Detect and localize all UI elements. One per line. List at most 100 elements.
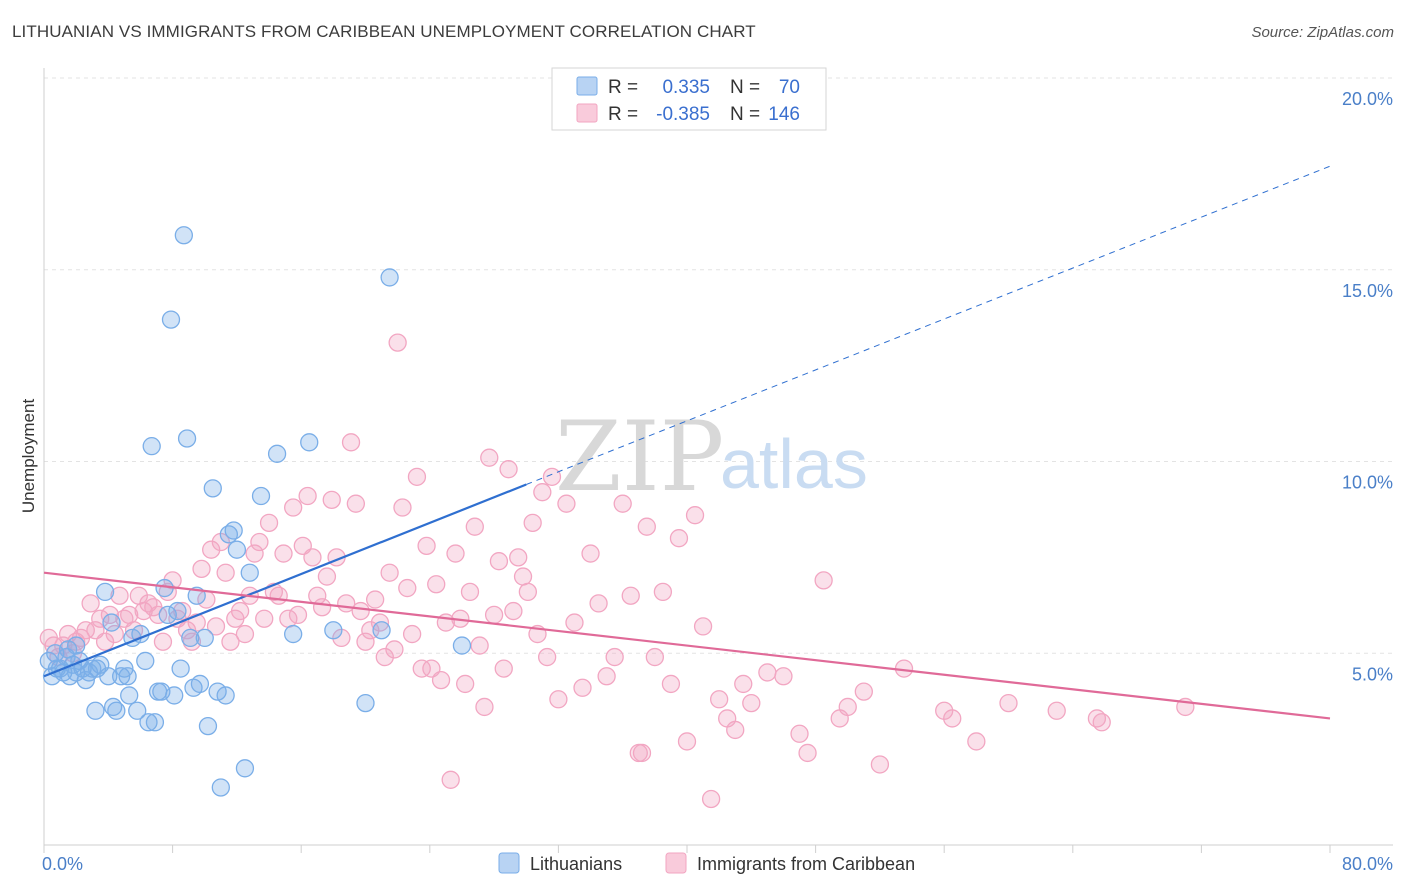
point-caribbean — [221, 632, 240, 651]
point-lithuanians — [300, 433, 319, 452]
point-caribbean — [701, 789, 721, 809]
point-caribbean — [380, 563, 399, 582]
stats-legend-swatch-lithuanians — [576, 76, 598, 96]
chart-title: LITHUANIAN VS IMMIGRANTS FROM CARIBBEAN … — [12, 22, 756, 41]
point-caribbean — [669, 529, 689, 548]
chart-source: Source: ZipAtlas.com — [1251, 24, 1394, 41]
point-caribbean — [854, 682, 873, 701]
point-lithuanians — [240, 563, 259, 582]
x-tick-label-max: 80.0% — [1342, 854, 1393, 874]
point-lithuanians — [145, 713, 165, 732]
point-lithuanians — [142, 437, 161, 456]
point-caribbean — [943, 709, 962, 728]
point-caribbean — [504, 601, 523, 621]
point-caribbean — [173, 601, 192, 621]
stats-legend-r-label-1: R = — [608, 77, 638, 98]
point-caribbean — [499, 460, 518, 479]
point-caribbean — [677, 732, 697, 751]
y-tick-label: 15.0% — [1342, 281, 1393, 301]
point-lithuanians — [86, 701, 105, 720]
point-lithuanians — [102, 613, 121, 632]
point-caribbean — [597, 667, 616, 686]
bottom-legend-swatch-lithuanians — [498, 852, 520, 874]
y-tick-label: 10.0% — [1342, 473, 1393, 493]
point-caribbean — [388, 333, 407, 352]
point-caribbean — [317, 567, 337, 586]
stats-legend-n-value-2: 146 — [768, 104, 800, 125]
point-caribbean — [110, 586, 129, 605]
point-caribbean — [465, 517, 484, 536]
point-caribbean — [95, 632, 115, 651]
point-lithuanians — [181, 628, 200, 648]
point-lithuanians — [95, 582, 115, 602]
point-caribbean — [557, 494, 576, 513]
watermark-atlas: atlas — [720, 425, 868, 503]
point-caribbean — [456, 674, 475, 694]
point-caribbean — [509, 548, 528, 567]
point-caribbean — [513, 567, 533, 586]
point-caribbean — [417, 536, 436, 556]
point-caribbean — [790, 724, 809, 743]
point-caribbean — [621, 586, 640, 605]
point-caribbean — [565, 613, 584, 632]
y-tick-label: 5.0% — [1352, 664, 1393, 684]
point-lithuanians — [324, 621, 343, 640]
point-caribbean — [216, 563, 235, 582]
point-caribbean — [298, 486, 317, 506]
point-caribbean — [484, 605, 504, 625]
point-caribbean — [81, 594, 100, 613]
point-caribbean — [269, 586, 288, 605]
stats-legend-n-label-2: N = — [730, 104, 760, 125]
point-lithuanians — [174, 226, 194, 245]
point-caribbean — [407, 467, 427, 486]
point-caribbean — [259, 513, 279, 533]
point-lithuanians — [227, 540, 247, 559]
y-tick-labels: 5.0% 10.0% 15.0% 20.0% — [1342, 89, 1393, 684]
point-caribbean — [446, 544, 465, 563]
point-caribbean — [288, 605, 308, 625]
stats-legend-r-value-1: 0.335 — [662, 77, 710, 98]
point-caribbean — [870, 755, 890, 774]
point-caribbean — [710, 690, 729, 709]
point-lithuanians — [168, 601, 187, 621]
x-tick-label-min: 0.0% — [42, 854, 83, 874]
point-lithuanians — [158, 605, 177, 625]
trendline-lithuanians — [43, 483, 527, 678]
point-caribbean — [402, 624, 422, 644]
point-caribbean — [398, 578, 417, 598]
point-lithuanians — [211, 778, 230, 797]
point-caribbean — [153, 632, 173, 651]
point-lithuanians — [161, 310, 181, 329]
point-caribbean — [235, 624, 255, 644]
point-caribbean — [393, 498, 412, 517]
point-caribbean — [312, 598, 332, 617]
point-caribbean — [518, 582, 538, 602]
point-lithuanians — [380, 268, 399, 287]
point-caribbean — [734, 674, 753, 694]
point-caribbean — [76, 621, 95, 640]
point-caribbean — [284, 498, 303, 517]
point-caribbean — [1092, 713, 1111, 732]
point-lithuanians — [356, 693, 375, 713]
point-lithuanians — [120, 686, 139, 705]
point-lithuanians — [165, 686, 184, 705]
point-caribbean — [475, 697, 494, 717]
point-lithuanians — [452, 636, 472, 655]
point-caribbean — [206, 617, 226, 636]
stats-legend-n-label-1: N = — [730, 77, 760, 98]
point-caribbean — [303, 548, 322, 567]
point-caribbean — [537, 647, 557, 667]
bottom-legend-label-lithuanians: Lithuanians — [530, 854, 622, 874]
point-caribbean — [255, 609, 274, 628]
stats-legend: R = 0.335 N = 70 R = -0.385 N = 146 — [551, 67, 827, 131]
point-caribbean — [589, 594, 608, 613]
point-caribbean — [542, 467, 562, 486]
point-caribbean — [661, 674, 681, 694]
point-caribbean — [385, 640, 404, 659]
point-caribbean — [427, 575, 446, 594]
point-caribbean — [613, 494, 632, 513]
point-caribbean — [1047, 701, 1066, 720]
point-caribbean — [494, 659, 513, 678]
point-caribbean — [148, 605, 168, 625]
watermark-zip: ZIP — [555, 401, 724, 513]
